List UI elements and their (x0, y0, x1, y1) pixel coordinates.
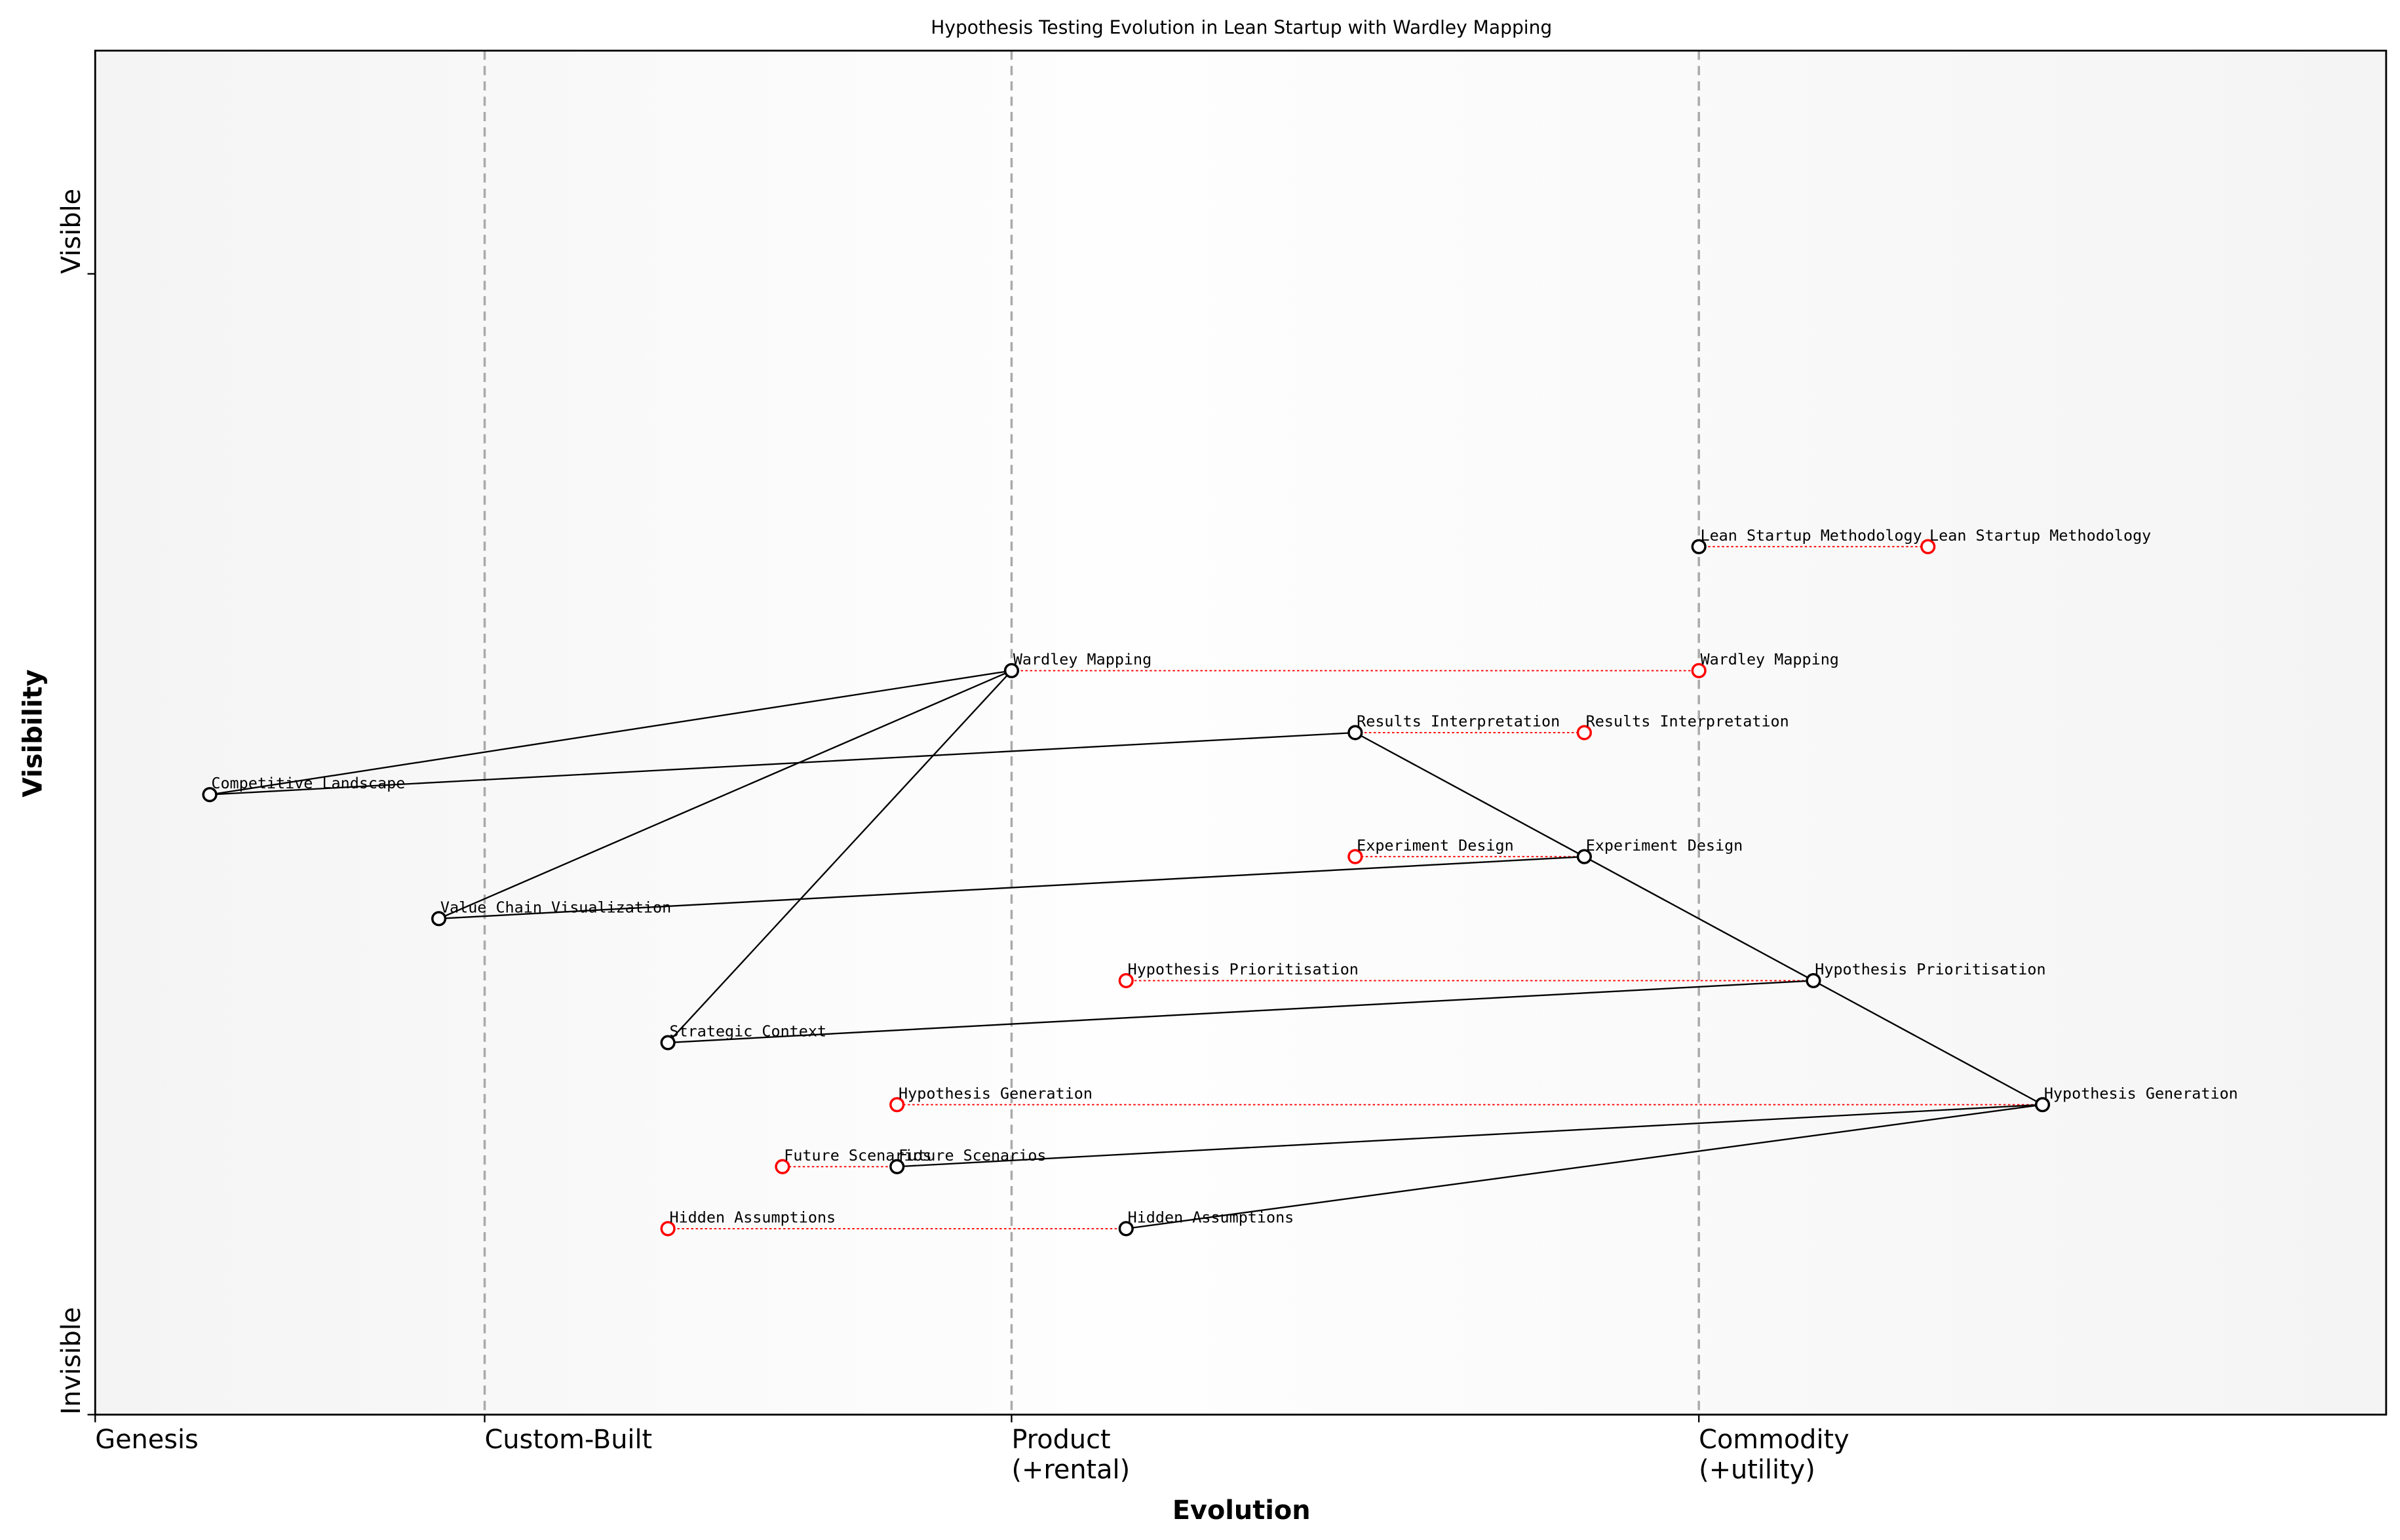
dependency-link (209, 731, 1355, 796)
y-tick-label: Invisible (56, 1307, 87, 1415)
future-label: Hypothesis Generation (899, 1084, 1093, 1102)
dependency-link (1126, 1104, 2043, 1230)
component-label: Wardley Mapping (1013, 650, 1152, 668)
component-point (1118, 1221, 1134, 1237)
component-label: Hypothesis Prioritisation (1815, 960, 2045, 978)
future-point (1691, 663, 1707, 678)
dependency-link (1355, 731, 1585, 858)
component-label: Experiment Design (1586, 836, 1743, 855)
dependency-link (1813, 980, 2043, 1106)
dependency-link (1583, 856, 1814, 982)
future-label: Hidden Assumptions (669, 1208, 836, 1227)
future-point (1347, 849, 1363, 864)
component-point (889, 1159, 905, 1174)
component-point (1576, 849, 1592, 864)
future-label: Experiment Design (1357, 836, 1514, 855)
dependency-link (438, 856, 1585, 919)
future-point (1576, 725, 1592, 741)
dependency-link (667, 670, 1013, 1043)
component-label: Competitive Landscape (211, 774, 405, 792)
component-label: Results Interpretation (1357, 712, 1560, 731)
future-label: Future Scenarios (784, 1146, 931, 1165)
future-label: Results Interpretation (1586, 712, 1789, 731)
component-point (431, 911, 447, 927)
future-point (660, 1221, 676, 1237)
future-point (775, 1159, 790, 1174)
future-label: Hypothesis Prioritisation (1128, 960, 1359, 978)
dependency-link (668, 980, 1814, 1044)
future-point (1118, 972, 1134, 989)
component-label: Future Scenarios (899, 1146, 1046, 1165)
future-point (1920, 539, 1936, 554)
future-label: Wardley Mapping (1701, 650, 1839, 668)
component-point (1806, 972, 1821, 989)
future-point (889, 1097, 905, 1113)
component-point (1691, 539, 1707, 554)
plot-frame (94, 49, 2388, 1416)
component-label: Lean Startup Methodology (1701, 526, 1922, 545)
dependency-link (209, 670, 1012, 796)
x-tick-label: Custom-Built (484, 1425, 652, 1455)
component-point (660, 1035, 676, 1050)
component-label: Hypothesis Generation (2044, 1084, 2238, 1102)
x-tick-label: Product (+rental) (1011, 1425, 1130, 1485)
y-tick-label: Visible (56, 189, 87, 274)
y-axis-label: Visibility (18, 669, 48, 798)
x-tick-label: Commodity (+utility) (1699, 1425, 1849, 1485)
component-point (202, 787, 218, 803)
component-point (1347, 725, 1363, 741)
x-axis-label: Evolution (1172, 1495, 1311, 1526)
component-point (2034, 1097, 2051, 1113)
future-label: Lean Startup Methodology (1929, 526, 2151, 545)
chart-title: Hypothesis Testing Evolution in Lean Sta… (931, 17, 1552, 39)
component-label: Hidden Assumptions (1128, 1208, 1294, 1227)
plot-background (95, 50, 2386, 1415)
component-point (1003, 663, 1020, 678)
dependency-link (897, 1104, 2043, 1168)
component-label: Value Chain Visualization (440, 898, 671, 916)
component-label: Strategic Context (669, 1022, 826, 1041)
x-tick-label: Genesis (95, 1425, 199, 1455)
dependency-link (438, 670, 1012, 919)
